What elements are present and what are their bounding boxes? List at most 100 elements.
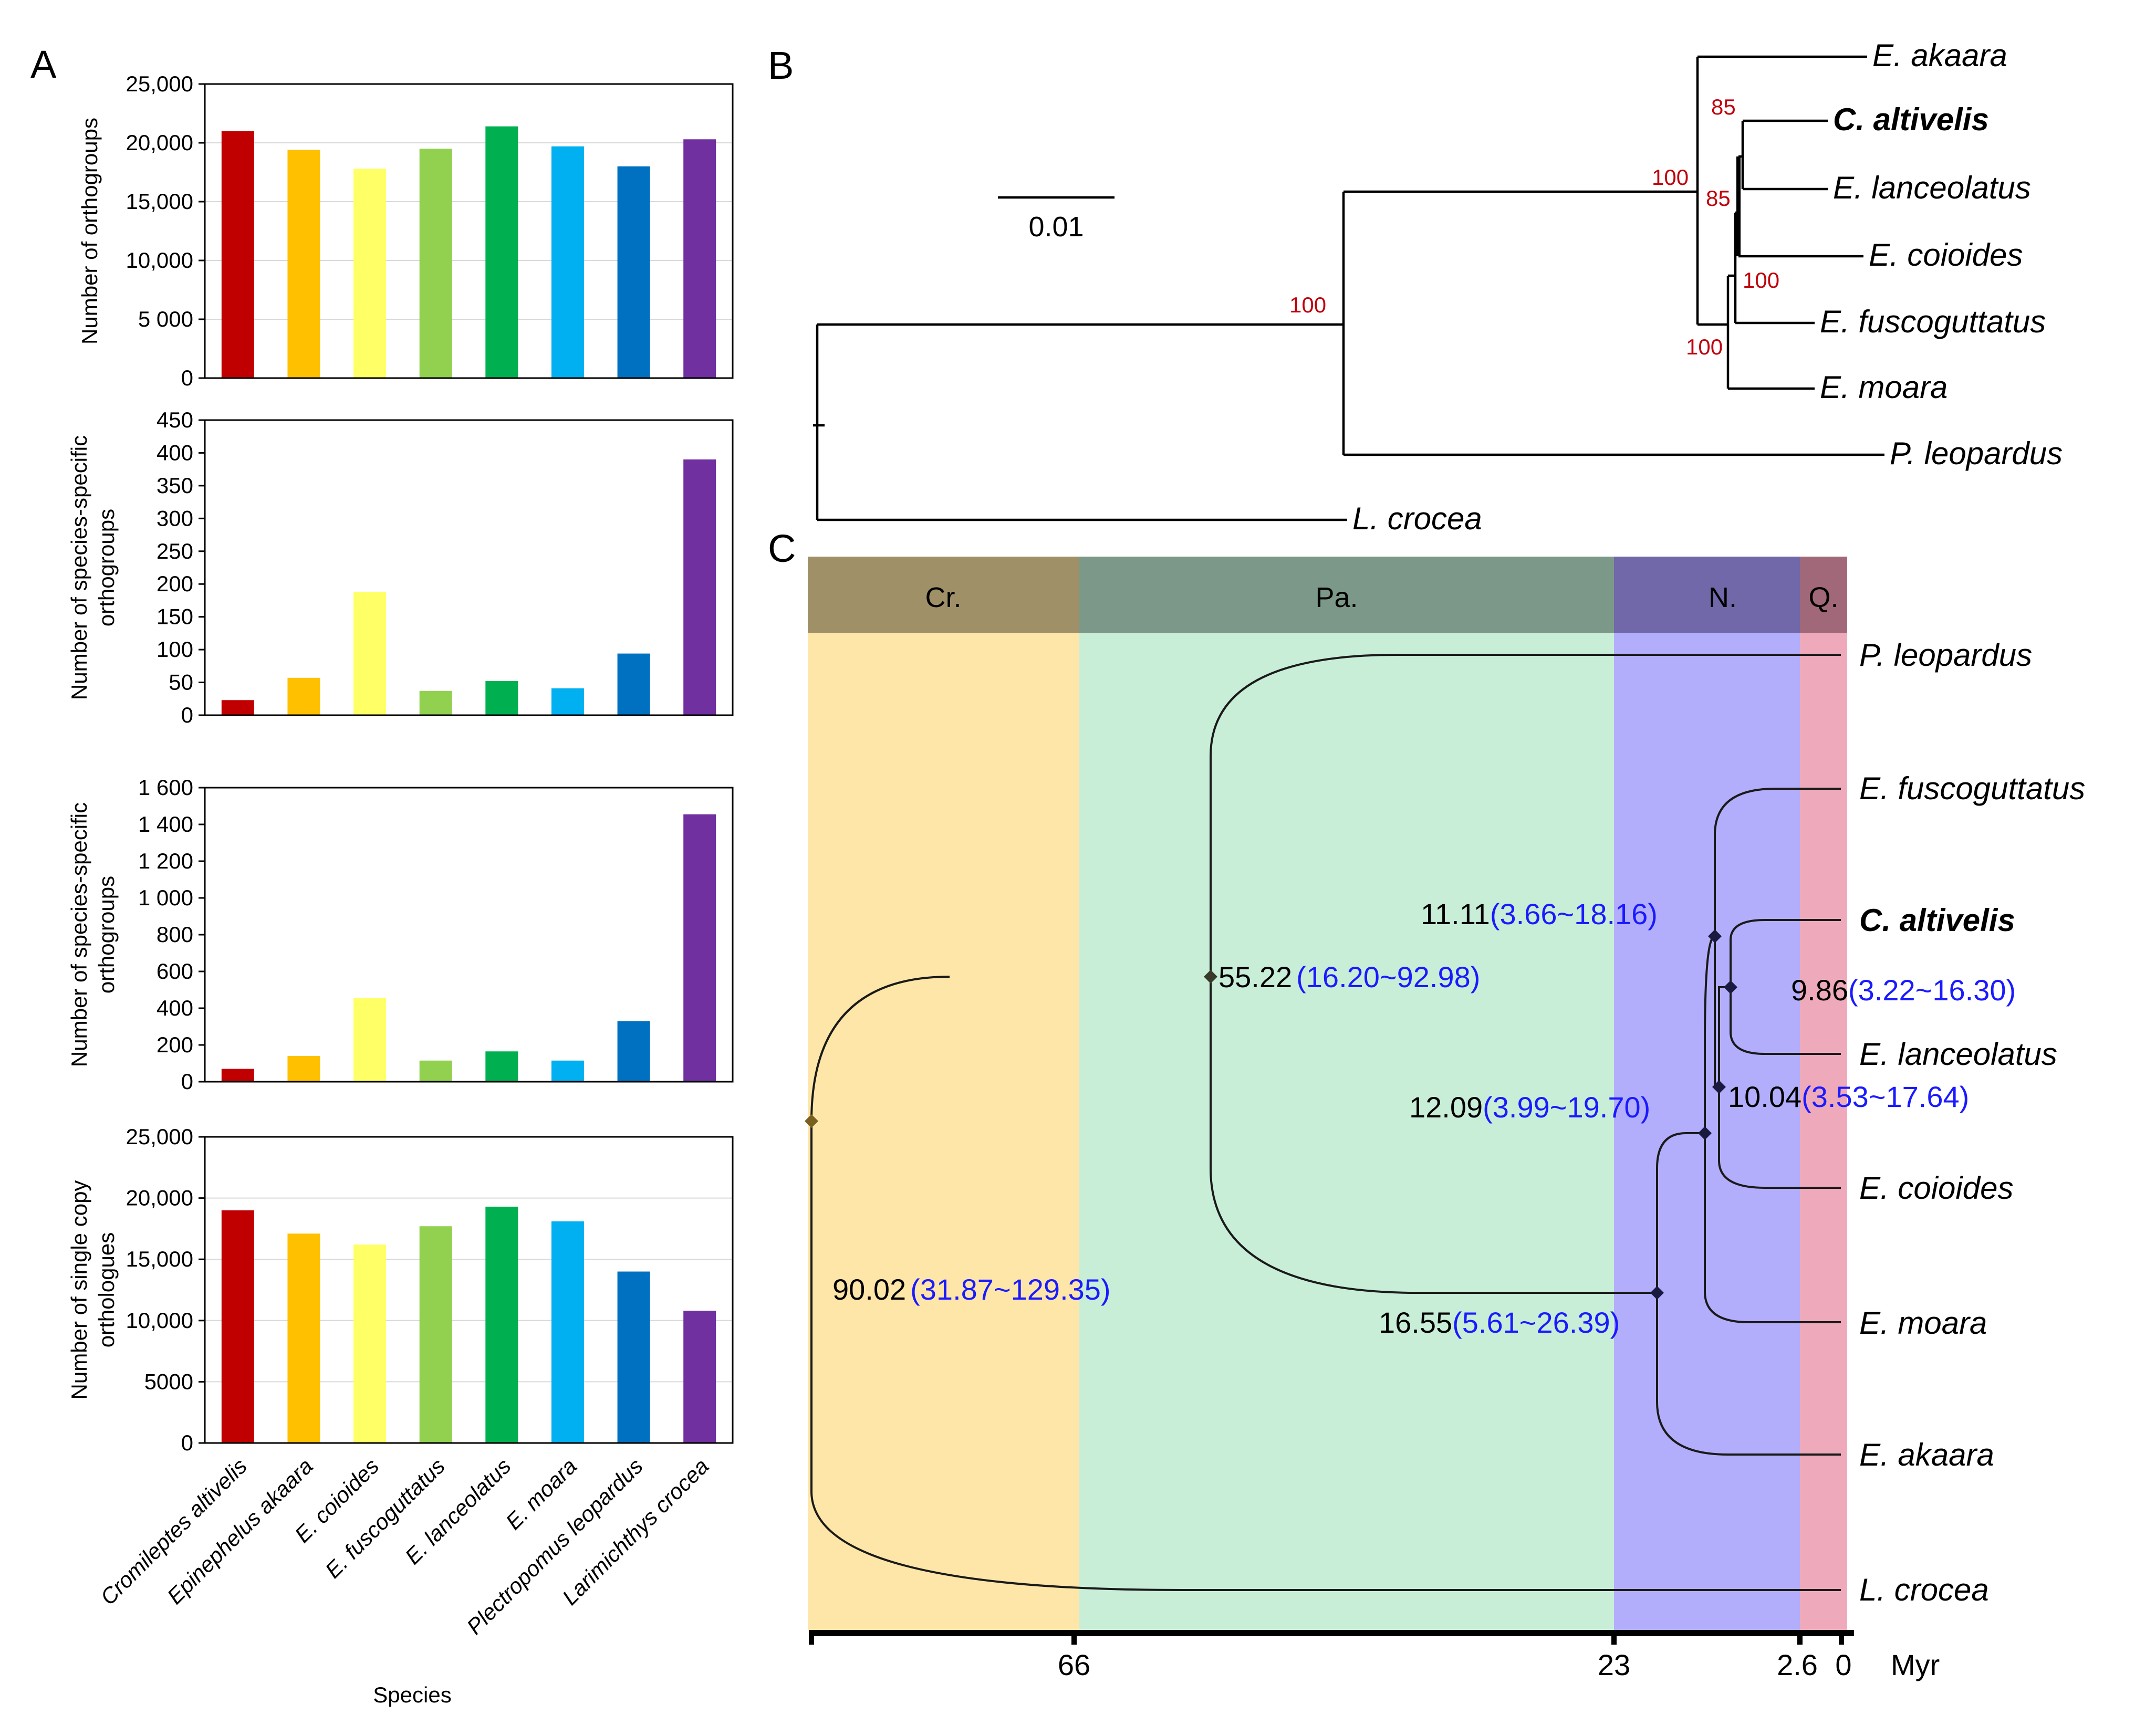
bootstrap-value: 85 xyxy=(1711,95,1736,119)
tree-c-branch-c-altivelis xyxy=(1730,919,1841,987)
y-tick-label: 1 400 xyxy=(138,812,193,836)
y-tick-label: 5000 xyxy=(144,1369,193,1394)
tree-b-tip: P. leopardus xyxy=(1890,436,2063,471)
node-marker xyxy=(805,1114,818,1128)
y-tick-label: 200 xyxy=(157,571,193,596)
y-tick-label: 0 xyxy=(181,703,193,727)
node-age: 10.04 xyxy=(1728,1080,1801,1113)
bootstrap-value: 100 xyxy=(1743,268,1779,292)
bar xyxy=(287,150,320,378)
node-age: 12.09 xyxy=(1409,1091,1483,1124)
y-tick-label: 25,000 xyxy=(126,1124,193,1149)
plot-frame xyxy=(204,419,734,716)
tree-c-tip: P. leopardus xyxy=(1859,637,2032,673)
tree-c-branch-p-leopardus xyxy=(1210,654,1841,977)
node-age: 16.55 xyxy=(1379,1306,1452,1339)
bar xyxy=(683,1311,716,1443)
bar xyxy=(683,459,716,715)
y-tick-label: 1 600 xyxy=(138,775,193,800)
tree-c-tip: L. crocea xyxy=(1859,1572,1989,1607)
time-axis-unit: Myr xyxy=(1891,1648,1940,1681)
bar xyxy=(617,653,650,715)
y-tick-label: 400 xyxy=(157,996,193,1020)
y-tick-label: 0 xyxy=(181,1430,193,1455)
era-label: N. xyxy=(1709,582,1737,613)
node-marker xyxy=(1724,980,1737,994)
tree-c-tip: E. fuscoguttatus xyxy=(1859,771,2085,806)
bar xyxy=(551,146,584,378)
panel-label-c: C xyxy=(768,527,796,570)
tree-c-branch xyxy=(1210,977,1657,1294)
band-paleogene xyxy=(1079,557,1614,1630)
bar-chart-2: 0 50 100 150 200 250 300 350 400 450 Number of spe… xyxy=(67,407,734,727)
node-label: 90.02 (31.87~129.35) xyxy=(832,1273,1111,1306)
bar xyxy=(419,1060,452,1082)
y-axis-label: Number of species-specific xyxy=(67,435,91,700)
bar xyxy=(551,688,584,715)
node-ci: (3.22~16.30) xyxy=(1848,974,2016,1007)
panel-label-a: A xyxy=(30,43,57,86)
bar xyxy=(419,691,452,715)
tree-c-branch-e-moara xyxy=(1704,1133,1841,1323)
geologic-time-bands xyxy=(808,557,1847,1630)
node-age: 11.11 xyxy=(1421,897,1490,930)
node-label: 11.11(3.66~18.16) xyxy=(1421,897,1658,930)
time-axis-tick-label: 23 xyxy=(1598,1648,1630,1681)
scale-bar-label: 0.01 xyxy=(1028,211,1084,243)
panel-label-b: B xyxy=(768,44,794,87)
y-tick-label: 10,000 xyxy=(126,248,193,273)
y-axis-label: orthogroups xyxy=(94,876,119,994)
bar xyxy=(287,1056,320,1082)
time-axis-tick-label: 66 xyxy=(1058,1648,1090,1681)
era-header-neogene xyxy=(1614,557,1800,633)
y-tick-label: 600 xyxy=(157,959,193,984)
tree-b xyxy=(813,55,1884,521)
bar xyxy=(485,681,518,715)
y-tick-label: 1 000 xyxy=(138,885,193,910)
y-tick-label: 200 xyxy=(157,1032,193,1057)
node-ci: (5.61~26.39) xyxy=(1452,1306,1620,1339)
y-tick-label: 25,000 xyxy=(126,71,193,96)
y-tick-label: 10,000 xyxy=(126,1308,193,1333)
bootstrap-value: 100 xyxy=(1686,334,1723,359)
plot-frame xyxy=(204,1136,734,1444)
plot-frame xyxy=(204,787,734,1083)
panel-a-bar-charts: 0 5 000 10,000 15,000 20,000 25,000 Number of … xyxy=(67,71,734,1639)
bar xyxy=(221,1210,254,1443)
y-axis-label: orthogroups xyxy=(94,509,119,626)
x-category-label: E. fuscoguttatus xyxy=(320,1453,450,1583)
era-header-paleogene xyxy=(1079,557,1614,633)
node-label: 16.55(5.61~26.39) xyxy=(1379,1306,1620,1339)
node-marker xyxy=(1650,1286,1664,1300)
tree-b-tip-highlight: C. altivelis xyxy=(1833,102,1989,137)
era-label: Pa. xyxy=(1315,582,1358,613)
bar xyxy=(353,592,387,715)
tree-c-branch xyxy=(1656,1132,1705,1293)
tree-b-tip: E. moara xyxy=(1820,370,1947,405)
bar xyxy=(683,139,716,378)
tree-b-tip: E. fuscoguttatus xyxy=(1820,304,2046,339)
tree-c-tip: E. moara xyxy=(1859,1305,1987,1341)
tree-c-nodes xyxy=(805,929,1737,1300)
node-ci: (3.99~19.70) xyxy=(1483,1091,1650,1124)
bar xyxy=(485,1051,518,1082)
tree-b-tip: E. lanceolatus xyxy=(1833,170,2031,205)
era-label: Cr. xyxy=(925,582,961,613)
y-tick-label: 100 xyxy=(157,637,193,662)
tree-c-tip: E. lanceolatus xyxy=(1859,1037,2057,1072)
y-tick-label: 1 200 xyxy=(138,849,193,873)
y-axis-label: Number of species-specific xyxy=(67,802,91,1067)
bar xyxy=(353,169,387,378)
tree-c-tip: E. coioides xyxy=(1859,1170,2014,1206)
bar xyxy=(683,814,716,1082)
bar xyxy=(287,677,320,715)
y-tick-label: 250 xyxy=(157,539,193,563)
y-tick-label: 50 xyxy=(169,670,193,695)
bar xyxy=(221,131,254,378)
band-quaternary xyxy=(1800,557,1847,1630)
bar xyxy=(485,1206,518,1443)
y-tick-label: 5 000 xyxy=(138,307,193,331)
node-marker xyxy=(1698,1126,1712,1140)
tree-b-tip: L. crocea xyxy=(1352,501,1482,536)
